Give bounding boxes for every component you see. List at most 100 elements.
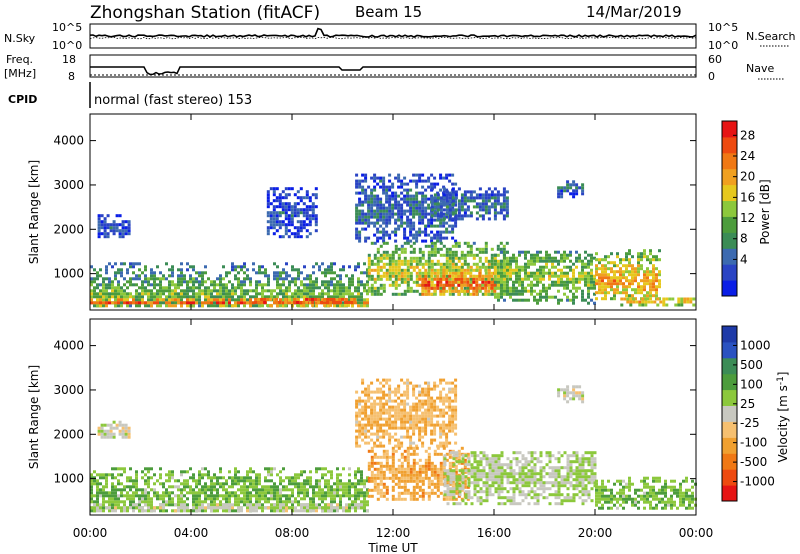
heatmap-cell: [219, 467, 222, 471]
heatmap-cell: [424, 283, 428, 287]
heatmap-cell: [436, 247, 440, 251]
heatmap-cell: [409, 227, 413, 231]
heatmap-cell: [382, 212, 386, 216]
heatmap-cell: [469, 274, 473, 278]
heatmap-cell: [109, 426, 113, 430]
heatmap-cell: [454, 241, 458, 245]
heatmap-cell: [451, 408, 455, 412]
heatmap-cell: [138, 292, 141, 296]
y-tick-label: 1000: [53, 267, 84, 281]
heatmap-cell: [354, 295, 357, 299]
heatmap-cell: [329, 303, 333, 307]
heatmap-cell: [445, 283, 449, 287]
heatmap-cell: [652, 273, 655, 277]
heatmap-cell: [521, 265, 524, 269]
heatmap-cell: [457, 265, 461, 269]
heatmap-cell: [469, 244, 473, 248]
heatmap-cell: [394, 271, 398, 275]
heatmap-cell: [652, 258, 655, 262]
heatmap-cell: [347, 303, 351, 307]
heatmap-cell: [598, 267, 601, 271]
heatmap-cell: [478, 274, 482, 278]
heatmap-cell: [306, 509, 309, 513]
heatmap-cell: [385, 393, 389, 397]
heatmap-cell: [376, 271, 380, 275]
heatmap-cell: [357, 506, 360, 510]
heatmap-cell: [454, 411, 458, 415]
heatmap-cell: [418, 399, 422, 403]
heatmap-cell: [360, 491, 363, 495]
heatmap-cell: [243, 485, 246, 489]
heatmap-cell: [355, 218, 359, 222]
heatmap-cell: [460, 193, 464, 197]
heatmap-cell: [355, 399, 359, 403]
heatmap-cell: [129, 467, 132, 471]
heatmap-cell: [213, 509, 216, 513]
heatmap-cell: [484, 247, 488, 251]
heatmap-cell: [315, 485, 318, 489]
heatmap-cell: [403, 408, 407, 412]
heatmap-cell: [680, 297, 684, 301]
heatmap-cell: [156, 506, 159, 510]
heatmap-cell: [475, 268, 479, 272]
heatmap-cell: [515, 265, 518, 269]
heatmap-cell: [643, 273, 646, 277]
heatmap-cell: [418, 262, 422, 266]
heatmap-cell: [216, 295, 219, 299]
heatmap-cell: [305, 211, 309, 215]
heatmap-cell: [93, 479, 96, 483]
heatmap-cell: [439, 268, 443, 272]
heatmap-cell: [225, 283, 228, 287]
heatmap-cell: [364, 393, 368, 397]
heatmap-cell: [421, 277, 425, 281]
heatmap-cell: [388, 179, 392, 183]
heatmap-cell: [308, 208, 312, 212]
heatmap-cell: [361, 432, 365, 436]
heatmap-cell: [376, 420, 380, 424]
heatmap-cell: [363, 494, 366, 498]
heatmap-cell: [655, 291, 658, 295]
heatmap-cell: [397, 417, 401, 421]
heatmap-cell: [505, 211, 509, 215]
heatmap-cell: [515, 274, 518, 278]
heatmap-cell: [436, 271, 440, 275]
heatmap-cell: [296, 297, 300, 301]
heatmap-cell: [610, 252, 613, 256]
heatmap-cell: [385, 274, 389, 278]
heatmap-cell: [204, 292, 207, 296]
heatmap-cell: [448, 283, 452, 287]
heatmap-cell: [249, 497, 252, 501]
heatmap-cell: [415, 262, 419, 266]
heatmap-cell: [433, 274, 437, 278]
heatmap-cell: [150, 271, 153, 275]
heatmap-cell: [361, 188, 365, 192]
heatmap-cell: [397, 274, 401, 278]
noise-tick-right-top: 10^5: [708, 21, 738, 34]
heatmap-cell: [234, 509, 237, 513]
heatmap-cell: [201, 292, 204, 296]
heatmap-cell: [604, 294, 607, 298]
heatmap-cell: [445, 247, 449, 251]
heatmap-cell: [427, 262, 431, 266]
heatmap-cell: [494, 253, 497, 257]
heatmap-cell: [198, 298, 201, 302]
heatmap-cell: [481, 214, 485, 218]
heatmap-cell: [424, 420, 428, 424]
heatmap-cell: [336, 482, 339, 486]
heatmap-cell: [279, 289, 282, 293]
heatmap-cell: [506, 289, 509, 293]
heatmap-cell: [433, 253, 437, 257]
heatmap-cell: [551, 265, 554, 269]
heatmap-cell: [430, 218, 434, 222]
heatmap-cell: [213, 304, 216, 308]
heatmap-cell: [114, 289, 117, 293]
heatmap-cell: [409, 286, 413, 290]
velocity-heatmap: [90, 378, 697, 513]
heatmap-cell: [463, 280, 467, 284]
heatmap-cell: [288, 280, 291, 284]
heatmap-cell: [658, 273, 661, 277]
heatmap-cell: [400, 182, 404, 186]
heatmap-cell: [646, 276, 649, 280]
heatmap-cell: [272, 226, 276, 230]
heatmap-cell: [385, 250, 389, 254]
